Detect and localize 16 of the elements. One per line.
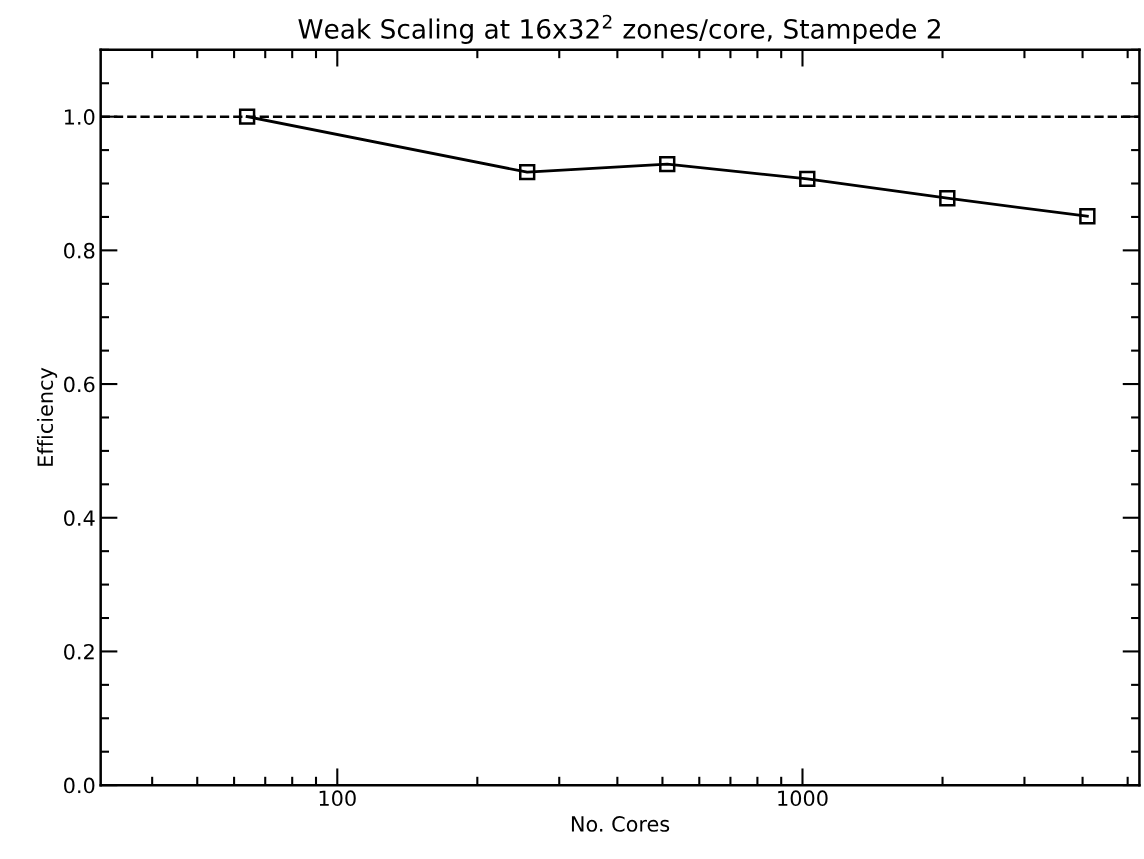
x-tick-label: 100	[319, 790, 356, 807]
point	[1079, 208, 1096, 225]
y-tick-label: 1.0	[64, 109, 95, 125]
point	[519, 163, 536, 181]
y-tick-label: 0.2	[64, 643, 94, 660]
chart-title: Weak Scaling at 16x32$^{2}$ zones/core, Stampede 2	[298, 14, 940, 44]
y-tick-label: 0.6	[64, 376, 95, 393]
y-tick-label: 0.8	[64, 242, 95, 259]
x-axis-title: No. Cores	[571, 816, 670, 832]
point	[939, 190, 956, 207]
y-axis-title: Efficiency	[36, 367, 58, 466]
point	[659, 155, 676, 173]
y-tick-label: 0.0	[64, 777, 95, 794]
x-tick-label: 1000	[778, 790, 828, 807]
y-tick-label: 0.4	[64, 510, 95, 526]
point	[799, 170, 816, 188]
